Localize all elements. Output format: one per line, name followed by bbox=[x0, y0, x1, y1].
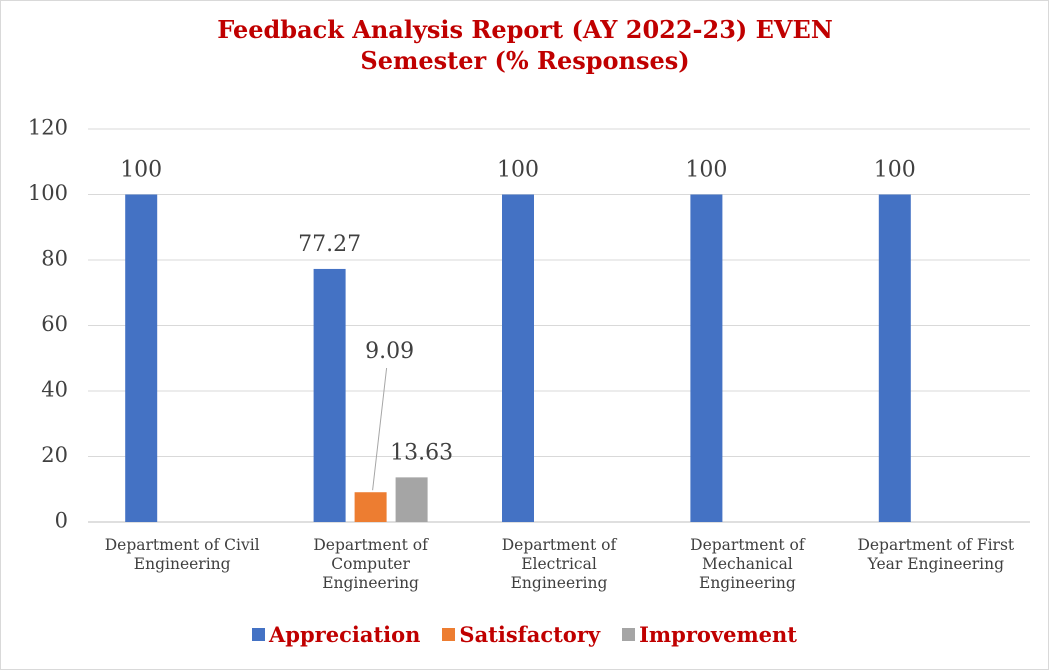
x-tick-label: Department of Computer Engineering bbox=[313, 536, 428, 592]
data-label: 100 bbox=[497, 158, 539, 183]
legend-item: Improvement bbox=[622, 622, 797, 647]
y-tick-label: 0 bbox=[55, 509, 68, 533]
y-tick-label: 40 bbox=[41, 378, 68, 402]
data-label: 100 bbox=[685, 158, 727, 183]
leader-line bbox=[372, 367, 388, 491]
x-tick-label: Department of First Year Engineering bbox=[857, 536, 1015, 573]
bar bbox=[354, 492, 387, 522]
legend-swatch bbox=[622, 628, 636, 641]
y-tick-label: 120 bbox=[28, 116, 68, 140]
bar bbox=[878, 194, 911, 522]
data-label: 100 bbox=[120, 158, 162, 183]
x-tick-label: Department of Civil Engineering bbox=[104, 536, 260, 573]
data-label: 100 bbox=[874, 158, 916, 183]
y-tick-label: 80 bbox=[41, 247, 68, 271]
y-tick-label: 60 bbox=[41, 312, 68, 336]
bar bbox=[313, 268, 346, 522]
data-label: 9.09 bbox=[365, 339, 414, 364]
y-tick-label: 100 bbox=[28, 181, 68, 205]
bar bbox=[502, 194, 534, 522]
y-tick-label: 20 bbox=[41, 443, 68, 467]
legend: Appreciation Satisfactory Improvement bbox=[0, 622, 1049, 647]
legend-label: Improvement bbox=[639, 622, 798, 647]
x-tick-label: Department of Mechanical Engineering bbox=[690, 536, 805, 592]
x-tick-label: Department of Electrical Engineering bbox=[501, 536, 617, 592]
legend-item: Satisfactory bbox=[442, 622, 600, 647]
legend-swatch bbox=[442, 628, 456, 641]
legend-swatch bbox=[251, 628, 265, 641]
bar bbox=[125, 194, 158, 522]
bar bbox=[395, 477, 428, 522]
bar bbox=[690, 194, 723, 522]
chart-title: Feedback Analysis Report (AY 2022-23) EV… bbox=[217, 15, 833, 75]
data-label: 77.27 bbox=[298, 232, 361, 257]
legend-label: Satisfactory bbox=[459, 622, 601, 647]
legend-label: Appreciation bbox=[268, 622, 421, 647]
data-label: 13.63 bbox=[390, 440, 453, 465]
legend-item: Appreciation bbox=[251, 622, 421, 647]
